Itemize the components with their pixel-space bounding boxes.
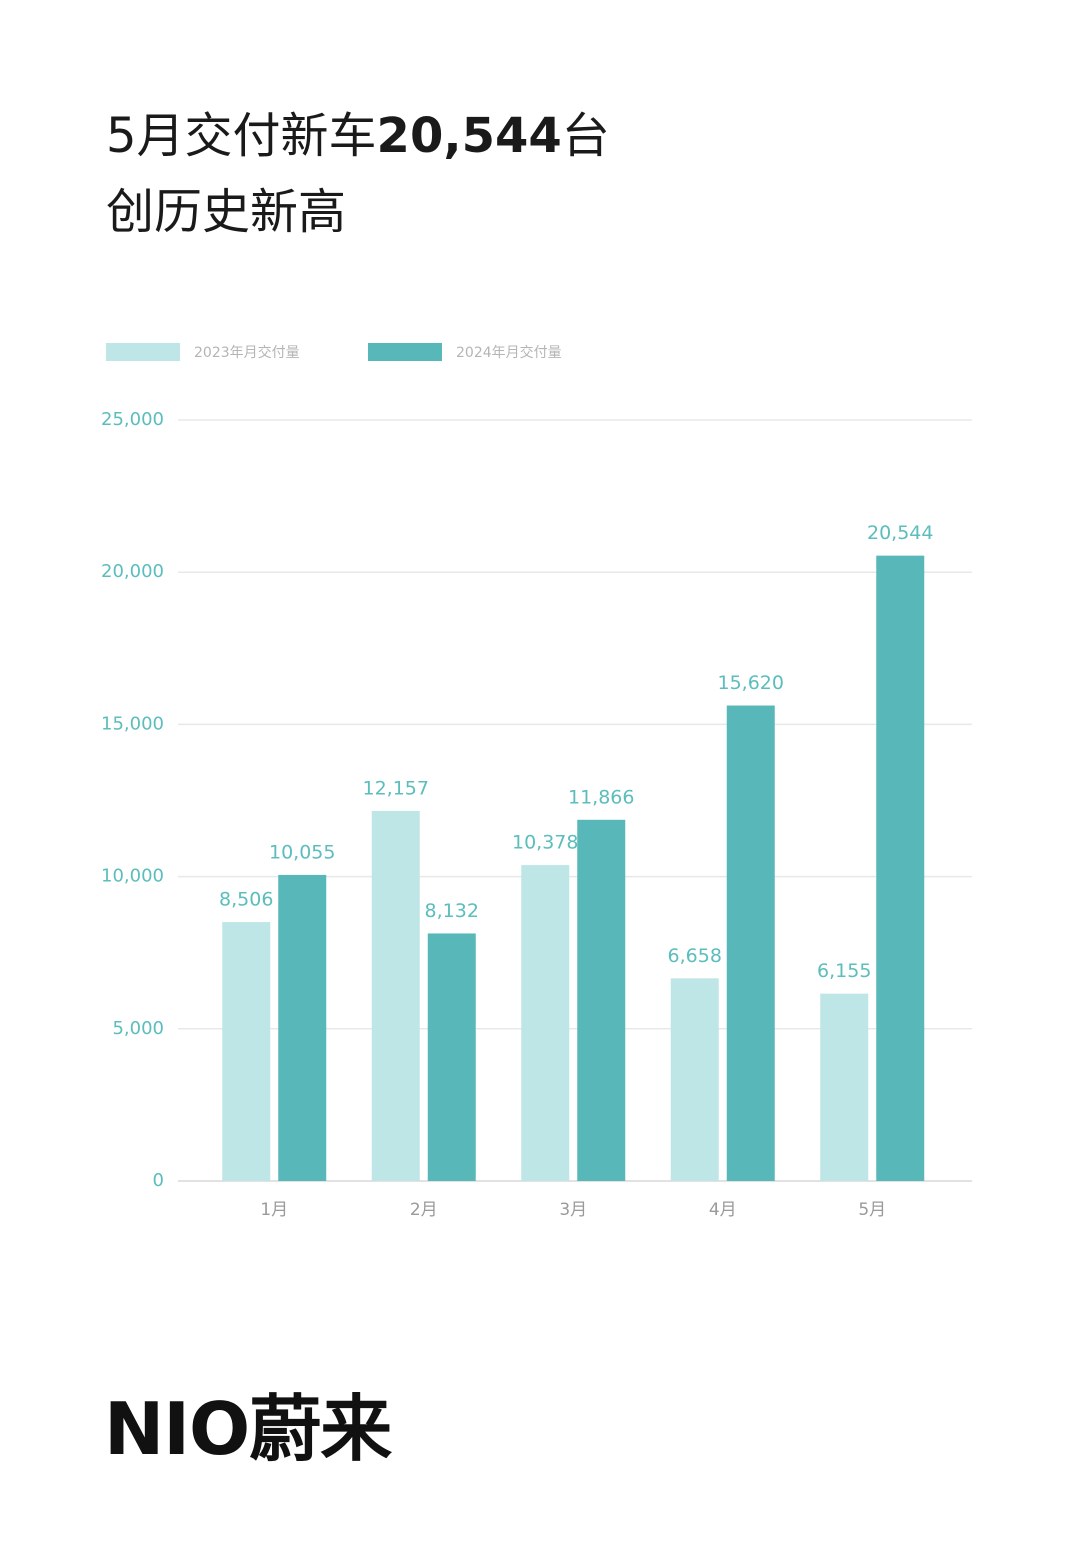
value-label: 6,658 — [668, 945, 722, 967]
x-tick-label: 2月 — [410, 1200, 438, 1220]
value-label: 11,866 — [568, 786, 634, 808]
value-label: 12,157 — [363, 777, 429, 799]
title-prefix: 5月交付新车 — [106, 108, 377, 164]
bar — [222, 922, 271, 1181]
bar — [427, 933, 476, 1181]
x-tick-label: 5月 — [858, 1200, 886, 1220]
y-tick-label: 25,000 — [101, 409, 164, 430]
value-label: 6,155 — [817, 960, 871, 982]
logo: NIO蔚来 — [104, 1387, 392, 1471]
x-tick-label: 3月 — [559, 1200, 587, 1220]
title-suffix: 台 — [561, 108, 610, 164]
chart: 2023年月交付量 2024年月交付量 0 5,000 10,000 15,000 20,0… — [101, 343, 972, 1220]
value-label: 8,506 — [219, 889, 273, 911]
value-label: 10,055 — [269, 841, 335, 863]
title-highlight: 20,544 — [376, 108, 562, 164]
value-label: 8,132 — [425, 900, 479, 922]
bar — [521, 865, 570, 1181]
bar — [278, 874, 327, 1181]
y-tick-label: 20,000 — [101, 561, 164, 582]
legend-label: 2024年月交付量 — [456, 344, 562, 361]
value-label: 15,620 — [718, 672, 784, 694]
y-tick-label: 10,000 — [101, 866, 164, 887]
value-label: 20,544 — [867, 522, 933, 544]
legend-swatch — [368, 343, 442, 361]
x-tick-label: 4月 — [709, 1200, 737, 1220]
y-tick-label: 5,000 — [112, 1018, 164, 1039]
bar — [726, 705, 775, 1181]
bar — [577, 819, 626, 1181]
x-tick-label: 1月 — [260, 1200, 288, 1220]
y-tick-label: 15,000 — [101, 713, 164, 734]
value-label: 10,378 — [512, 832, 578, 854]
bar — [876, 555, 925, 1181]
legend-label: 2023年月交付量 — [194, 344, 300, 361]
y-tick-label: 0 — [153, 1170, 164, 1191]
title: 5月交付新车20,544台 — [106, 112, 610, 160]
bar — [371, 810, 420, 1181]
bar — [670, 978, 719, 1181]
bar — [820, 993, 869, 1181]
legend-swatch — [106, 343, 180, 361]
subtitle: 创历史新高 — [106, 184, 347, 240]
